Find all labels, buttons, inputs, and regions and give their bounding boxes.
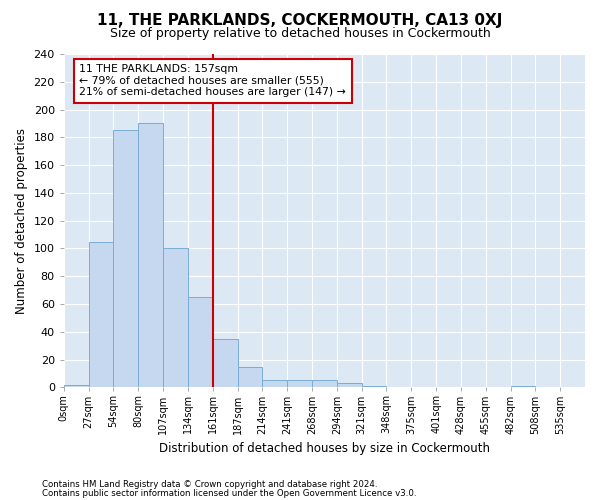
Bar <box>312 380 337 388</box>
Text: Contains HM Land Registry data © Crown copyright and database right 2024.: Contains HM Land Registry data © Crown c… <box>42 480 377 489</box>
Bar <box>262 380 287 388</box>
Bar <box>362 386 386 388</box>
Bar <box>337 383 362 388</box>
X-axis label: Distribution of detached houses by size in Cockermouth: Distribution of detached houses by size … <box>159 442 490 455</box>
Bar <box>213 338 238 388</box>
Bar <box>287 380 312 388</box>
Bar <box>138 124 163 388</box>
Text: 11, THE PARKLANDS, COCKERMOUTH, CA13 0XJ: 11, THE PARKLANDS, COCKERMOUTH, CA13 0XJ <box>97 12 503 28</box>
Bar <box>511 386 535 388</box>
Bar <box>113 130 138 388</box>
Bar <box>238 366 262 388</box>
Y-axis label: Number of detached properties: Number of detached properties <box>15 128 28 314</box>
Bar <box>64 384 89 388</box>
Text: Contains public sector information licensed under the Open Government Licence v3: Contains public sector information licen… <box>42 488 416 498</box>
Bar <box>89 242 113 388</box>
Text: Size of property relative to detached houses in Cockermouth: Size of property relative to detached ho… <box>110 28 490 40</box>
Bar <box>163 248 188 388</box>
Bar <box>188 297 213 388</box>
Text: 11 THE PARKLANDS: 157sqm
← 79% of detached houses are smaller (555)
21% of semi-: 11 THE PARKLANDS: 157sqm ← 79% of detach… <box>79 64 346 97</box>
